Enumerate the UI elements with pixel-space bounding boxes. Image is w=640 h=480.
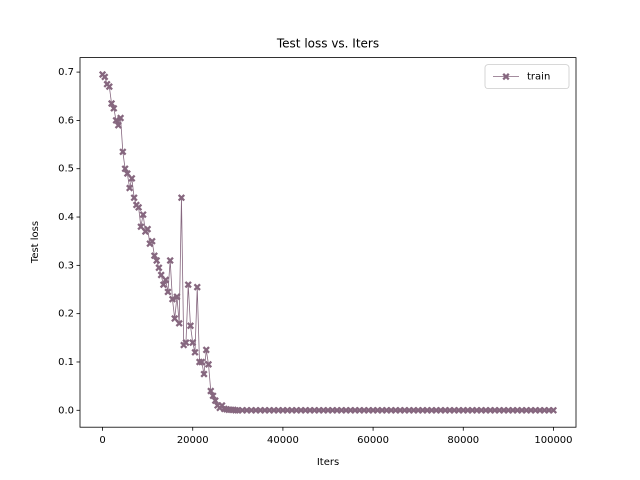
- data-point: [119, 148, 127, 156]
- data-point: [153, 256, 161, 265]
- y-tick-label: 0.4: [58, 212, 74, 223]
- y-tick-label: 0.3: [58, 260, 74, 271]
- data-point: [155, 264, 163, 272]
- data-point: [202, 346, 210, 354]
- data-point: [198, 358, 206, 366]
- y-tick-label: 0.1: [58, 357, 74, 368]
- data-point: [168, 295, 177, 303]
- data-point: [123, 169, 131, 178]
- data-point: [211, 397, 219, 405]
- legend-marker: [502, 73, 510, 81]
- data-point: [171, 314, 179, 323]
- data-point: [159, 281, 168, 289]
- axes-frame: [79, 57, 577, 428]
- x-tick-label: 40000: [267, 435, 299, 446]
- data-point: [135, 203, 143, 211]
- chart-title: Test loss vs. Iters: [276, 37, 379, 51]
- x-tick-label: 80000: [447, 435, 479, 446]
- data-point: [157, 271, 165, 279]
- data-point: [207, 387, 215, 395]
- x-tick-label: 20000: [177, 435, 209, 446]
- data-point: [164, 288, 172, 296]
- data-point: [126, 184, 134, 192]
- data-point: [209, 392, 217, 400]
- data-point: [191, 348, 199, 356]
- data-point: [114, 121, 122, 129]
- data-point: [182, 339, 190, 347]
- data-point: [116, 114, 125, 122]
- y-tick-label: 0.0: [58, 405, 74, 416]
- data-point: [110, 104, 118, 112]
- data-point: [186, 322, 195, 330]
- data-point: [139, 211, 147, 219]
- data-point: [549, 406, 558, 414]
- data-point: [204, 360, 213, 368]
- data-point: [184, 281, 192, 289]
- data-point: [200, 370, 208, 378]
- data-point: [130, 194, 138, 202]
- data-point: [166, 256, 174, 265]
- data-point: [148, 237, 156, 245]
- legend-box: [484, 64, 570, 89]
- y-tick-label: 0.5: [58, 164, 74, 175]
- data-point: [101, 73, 109, 81]
- y-tick-label: 0.6: [58, 115, 74, 126]
- y-tick-label: 0.7: [58, 67, 74, 78]
- data-point: [105, 82, 113, 91]
- y-axis-label: Test loss: [30, 221, 41, 264]
- data-point: [173, 293, 181, 301]
- data-point: [107, 99, 116, 108]
- x-tick-label: 0: [99, 435, 105, 446]
- data-point: [175, 319, 183, 327]
- data-point: [144, 225, 152, 233]
- data-point: [121, 165, 129, 173]
- data-point: [150, 252, 158, 260]
- legend-label: train: [527, 72, 550, 83]
- data-point: [112, 116, 120, 125]
- data-point: [128, 174, 136, 182]
- data-point: [177, 194, 186, 202]
- data-point: [162, 276, 170, 284]
- x-tick-label: 100000: [534, 435, 572, 446]
- x-tick-label: 60000: [357, 435, 389, 446]
- data-point: [193, 283, 201, 291]
- y-tick-label: 0.2: [58, 309, 74, 320]
- data-point: [137, 223, 145, 231]
- data-point: [189, 339, 197, 347]
- x-axis-label: Iters: [317, 457, 339, 468]
